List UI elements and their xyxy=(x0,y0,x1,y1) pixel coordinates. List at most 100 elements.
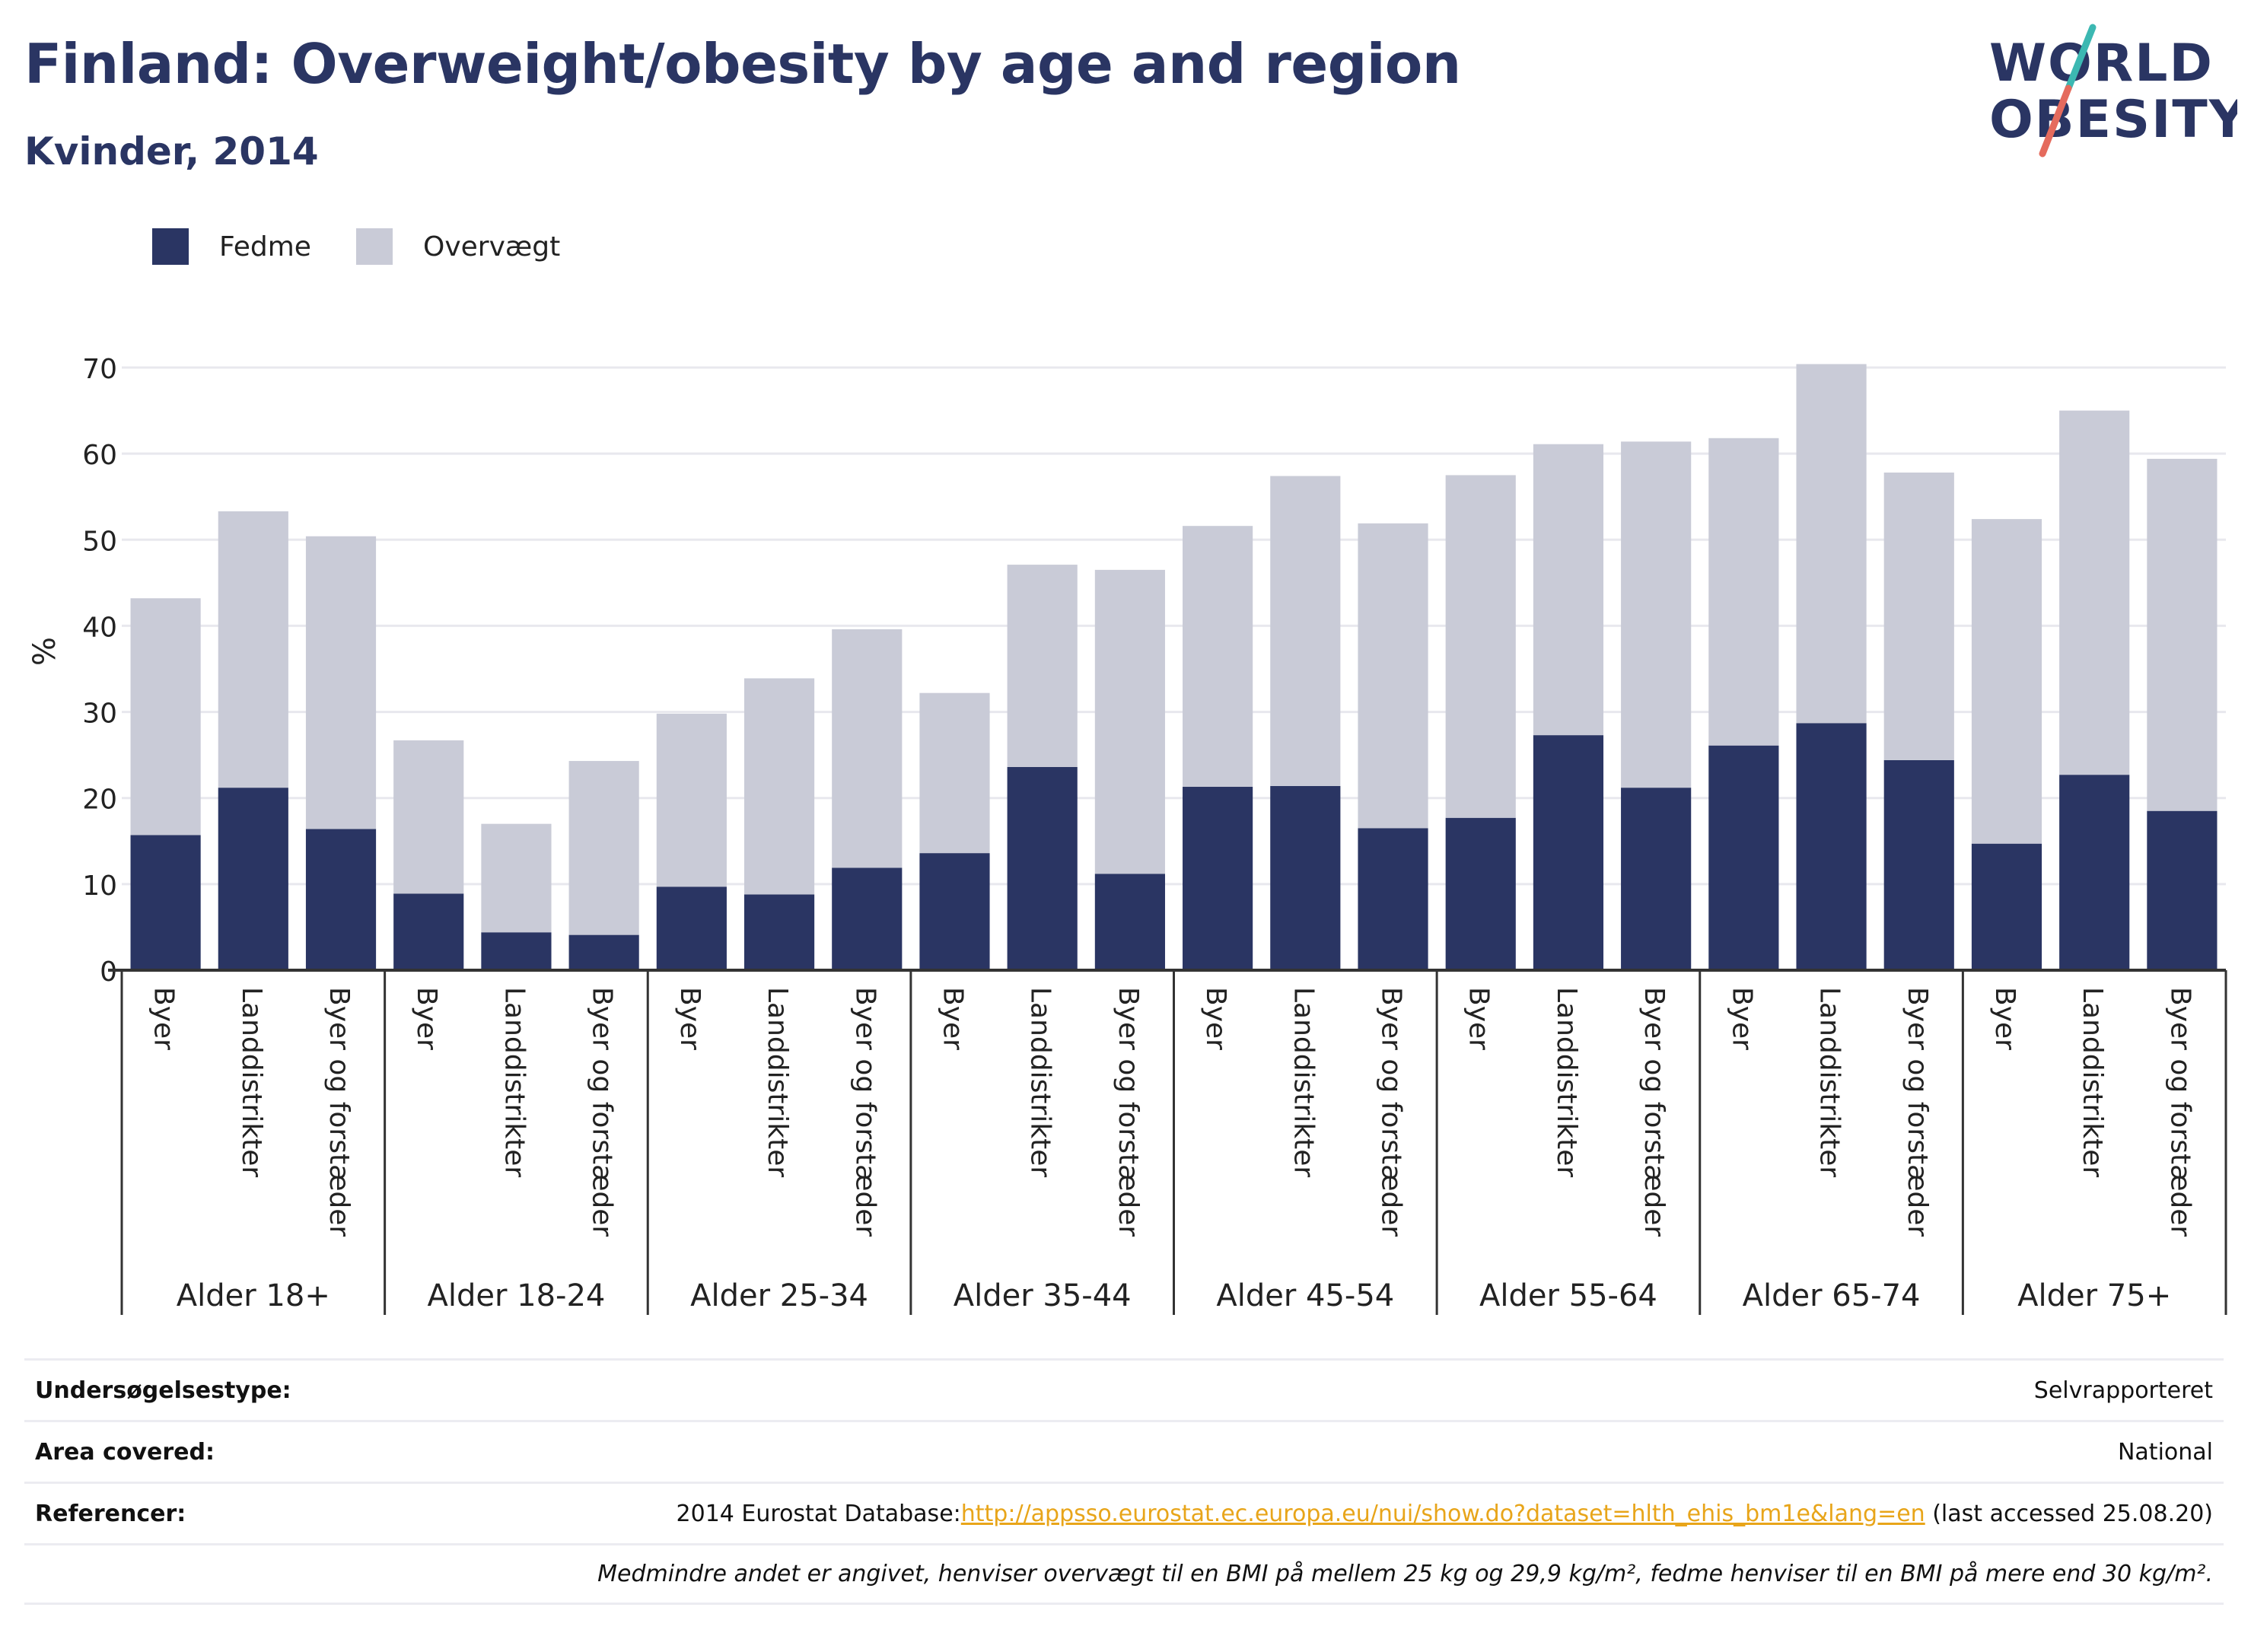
bar-overvaegt xyxy=(1445,475,1516,818)
bar-fedme xyxy=(568,934,639,970)
x-category-label: Byer og forstæder xyxy=(587,987,618,1237)
bar-overvaegt xyxy=(481,823,552,933)
bar-overvaegt xyxy=(218,511,288,788)
bar-fedme xyxy=(1883,759,1954,970)
bar-overvaegt xyxy=(1270,476,1341,786)
logo-slash-teal xyxy=(2065,24,2097,92)
x-category-label: Landdistrikter xyxy=(1288,987,1319,1177)
stacked-bar-chart: Fedme Overvægt % 0 10 20 30 40 50 60 70 Byer Lan… xyxy=(27,228,2227,1315)
y-axis-ticks: 0 10 20 30 40 50 60 70 xyxy=(82,354,117,988)
info-table: Undersøgelsestype: Selvrapporteret Area … xyxy=(24,1358,2224,1605)
chart-title: Finland: Overweight/obesity by age and r… xyxy=(24,32,1461,96)
x-category-label: Byer og forstæder xyxy=(1113,987,1144,1237)
bar-fedme xyxy=(1270,785,1341,970)
x-category-label: Byer og forstæder xyxy=(2164,987,2195,1237)
x-axis-labels: Byer Landdistrikter Byer og forstæder Alder… xyxy=(148,987,2196,1313)
bar-overvaegt xyxy=(1094,569,1165,874)
info-value: Selvrapporteret xyxy=(2033,1377,2213,1404)
bar-fedme xyxy=(1533,735,1604,970)
x-category-label: Byer og forstæder xyxy=(1902,987,1933,1237)
info-label: Undersøgelsestype: xyxy=(35,1377,291,1404)
y-tick-label: 60 xyxy=(82,440,117,471)
bar-fedme xyxy=(832,867,903,970)
bar-fedme xyxy=(2147,810,2218,970)
info-label: Referencer: xyxy=(35,1500,186,1527)
bar-overvaegt xyxy=(1358,523,1428,829)
bar-overvaegt xyxy=(393,740,464,894)
legend-swatch-overvaegt xyxy=(356,228,393,265)
chart-subtitle: Kvinder, 2014 xyxy=(24,129,319,173)
bar-fedme xyxy=(1445,817,1516,970)
x-category-label: Landdistrikter xyxy=(2077,987,2108,1177)
bar-overvaegt xyxy=(130,598,201,836)
x-category-label: Landdistrikter xyxy=(1551,987,1582,1177)
reference-suffix: (last accessed 25.08.20) xyxy=(1925,1500,2213,1527)
info-row-references: Referencer: 2014 Eurostat Database:http:… xyxy=(24,1482,2224,1543)
x-category-label: Landdistrikter xyxy=(236,987,267,1177)
info-row-survey-type: Undersøgelsestype: Selvrapporteret xyxy=(24,1358,2224,1420)
bar-overvaegt xyxy=(568,761,639,935)
legend: Fedme Overvægt xyxy=(152,228,560,265)
x-category-label: Byer xyxy=(411,987,442,1050)
bar-fedme xyxy=(305,829,377,970)
bar-fedme xyxy=(656,886,727,970)
bar-fedme xyxy=(2059,775,2130,970)
bar-overvaegt xyxy=(1971,519,2042,844)
y-tick-label: 10 xyxy=(82,871,117,902)
info-value: National xyxy=(2117,1438,2213,1466)
x-group-label: Alder 18+ xyxy=(177,1278,330,1313)
bar-fedme xyxy=(919,853,990,970)
bar-fedme xyxy=(1358,828,1428,970)
x-category-label: Byer xyxy=(1726,987,1757,1050)
bar-fedme xyxy=(1796,723,1867,970)
bar-fedme xyxy=(481,932,552,970)
x-category-label: Byer xyxy=(1463,987,1495,1050)
x-category-label: Byer xyxy=(674,987,705,1050)
bar-overvaegt xyxy=(1007,565,1078,767)
reference-link[interactable]: http://appsso.eurostat.ec.europa.eu/nui/… xyxy=(960,1500,1925,1527)
info-row-note: Medmindre andet er angivet, henviser ove… xyxy=(24,1543,2224,1605)
legend-swatch-fedme xyxy=(152,228,189,265)
reference-prefix: 2014 Eurostat Database: xyxy=(676,1500,961,1527)
info-value: 2014 Eurostat Database:http://appsso.eur… xyxy=(677,1501,2213,1527)
bar-overvaegt xyxy=(832,629,903,868)
bars xyxy=(130,364,2218,970)
y-axis-title: % xyxy=(27,637,62,666)
bmi-note: Medmindre andet er angivet, henviser ove… xyxy=(597,1561,2213,1587)
logo-line-1: WORLD xyxy=(1989,33,2214,94)
bar-overvaegt xyxy=(1183,526,1253,788)
logo-slash-coral xyxy=(2039,84,2072,158)
bar-fedme xyxy=(1708,745,1779,970)
x-category-label: Byer xyxy=(937,987,968,1050)
bar-overvaegt xyxy=(656,713,727,887)
logo-line-2: OBESITY xyxy=(1989,90,2237,150)
bar-overvaegt xyxy=(1708,438,1779,746)
x-category-label: Landdistrikter xyxy=(1025,987,1056,1177)
bar-overvaegt xyxy=(919,692,990,854)
x-category-label: Byer og forstæder xyxy=(1638,987,1670,1237)
y-tick-label: 20 xyxy=(82,785,117,816)
bar-overvaegt xyxy=(305,536,377,829)
bar-overvaegt xyxy=(743,678,815,895)
bar-fedme xyxy=(130,835,201,970)
y-tick-label: 0 xyxy=(100,957,117,988)
info-row-area: Area covered: National xyxy=(24,1420,2224,1482)
bar-overvaegt xyxy=(2059,410,2130,775)
y-tick-label: 70 xyxy=(82,354,117,385)
x-group-label: Alder 18-24 xyxy=(428,1278,606,1313)
bar-overvaegt xyxy=(1796,364,1867,724)
bar-fedme xyxy=(1007,766,1078,970)
bar-fedme xyxy=(743,894,815,970)
bar-fedme xyxy=(1621,788,1692,970)
bar-overvaegt xyxy=(1883,473,1954,760)
x-category-label: Byer xyxy=(1200,987,1231,1050)
legend-label-fedme: Fedme xyxy=(219,231,311,263)
gridlines xyxy=(122,366,2226,886)
bar-fedme xyxy=(1971,843,2042,970)
info-label: Area covered: xyxy=(35,1438,215,1466)
x-category-label: Byer xyxy=(148,987,180,1050)
x-group-label: Alder 35-44 xyxy=(954,1278,1132,1313)
x-group-label: Alder 65-74 xyxy=(1743,1278,1921,1313)
y-tick-label: 30 xyxy=(82,699,117,730)
bar-fedme xyxy=(1183,787,1253,970)
